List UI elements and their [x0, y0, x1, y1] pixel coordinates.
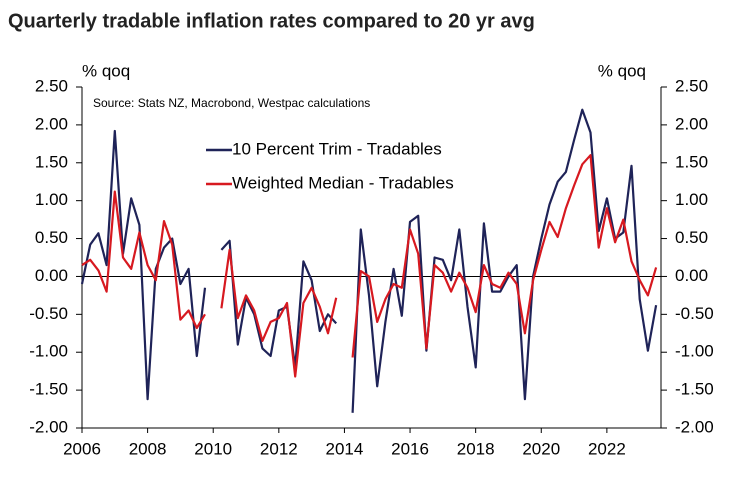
- series-line: [81, 154, 658, 378]
- series-line: [80, 108, 658, 413]
- y2-tick-label: 0.00: [675, 266, 708, 285]
- x-tick-label: 2008: [129, 439, 167, 458]
- y-tick-label: -0.50: [29, 304, 68, 323]
- x-tick-label: 2016: [391, 439, 429, 458]
- y2-tick-label: -2.00: [675, 417, 714, 436]
- x-tick-label: 2012: [260, 439, 298, 458]
- y2-axis-label: % qoq: [598, 61, 646, 80]
- y-tick-label: 1.50: [35, 152, 68, 171]
- chart-title: Quarterly tradable inflation rates compa…: [8, 10, 535, 32]
- y-tick-label: 0.00: [35, 266, 68, 285]
- y-tick-label: -1.00: [29, 342, 68, 361]
- y-tick-label: -1.50: [29, 380, 68, 399]
- x-tick-label: 2010: [194, 439, 232, 458]
- y-tick-label: 2.50: [35, 76, 68, 95]
- y-tick-label: 2.00: [35, 114, 68, 133]
- y2-tick-label: 0.50: [675, 228, 708, 247]
- source-note: Source: Stats NZ, Macrobond, Westpac cal…: [93, 96, 370, 110]
- y2-tick-label: 1.00: [675, 190, 708, 209]
- y2-tick-label: -1.00: [675, 342, 714, 361]
- y2-tick-label: -1.50: [675, 380, 714, 399]
- x-tick-label: 2014: [326, 439, 364, 458]
- x-tick-label: 2006: [63, 439, 101, 458]
- x-tick-label: 2022: [588, 439, 626, 458]
- x-tick-label: 2020: [522, 439, 560, 458]
- y-tick-label: 0.50: [35, 228, 68, 247]
- y-axis-label: % qoq: [82, 61, 130, 80]
- y2-tick-label: 1.50: [675, 152, 708, 171]
- y-tick-label: -2.00: [29, 417, 68, 436]
- y-tick-label: 1.00: [35, 190, 68, 209]
- x-tick-label: 2018: [457, 439, 495, 458]
- legend-label: 10 Percent Trim - Tradables: [232, 139, 442, 158]
- legend-label: Weighted Median - Tradables: [232, 173, 454, 192]
- y2-tick-label: 2.50: [675, 76, 708, 95]
- y2-tick-label: -0.50: [675, 304, 714, 323]
- y2-tick-label: 2.00: [675, 114, 708, 133]
